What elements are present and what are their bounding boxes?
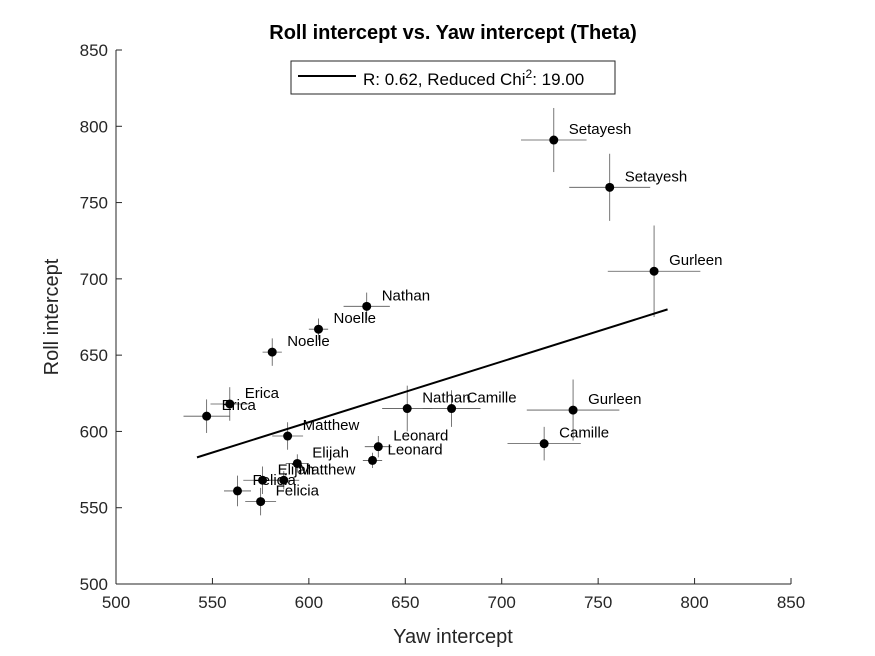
data-point bbox=[267, 347, 277, 357]
point-label: Nathan bbox=[422, 390, 470, 407]
point-label: Felicia bbox=[276, 483, 320, 500]
point-label: Matthew bbox=[303, 417, 360, 434]
data-point bbox=[649, 266, 659, 276]
data-point bbox=[568, 405, 578, 415]
point-label: Erica bbox=[222, 397, 257, 414]
point-label: Gurleen bbox=[588, 391, 641, 408]
axes: 500 550 600 650 700 750 800 850 500 550 600 650 700 7… bbox=[80, 41, 806, 612]
data-point bbox=[368, 455, 377, 465]
point-label: Gurleen bbox=[669, 252, 722, 269]
data-point bbox=[283, 431, 293, 441]
data-point bbox=[373, 442, 383, 452]
fit-line bbox=[196, 308, 668, 459]
x-axis-label: Yaw intercept bbox=[393, 626, 513, 648]
y-tick-label: 750 bbox=[80, 194, 108, 213]
data-points bbox=[202, 135, 659, 507]
y-tick-label: 600 bbox=[80, 422, 108, 441]
legend-text: R: 0.62, Reduced Chi2: 19.00 bbox=[363, 67, 584, 89]
data-point bbox=[258, 475, 268, 485]
legend-text-superscript: 2 bbox=[526, 67, 533, 81]
x-tick-label: 800 bbox=[680, 593, 708, 612]
data-point bbox=[447, 404, 457, 414]
x-tick-label: 600 bbox=[295, 593, 323, 612]
legend-text-tail: : 19.00 bbox=[532, 70, 584, 89]
point-label: Setayesh bbox=[625, 168, 688, 185]
point-label: Erica bbox=[245, 385, 280, 402]
point-label: Noelle bbox=[287, 333, 330, 350]
point-label: Felicia bbox=[253, 472, 297, 489]
data-point bbox=[292, 458, 302, 468]
data-point bbox=[605, 182, 615, 192]
y-tick-label: 700 bbox=[80, 270, 108, 289]
y-tick-label: 650 bbox=[80, 346, 108, 365]
data-point bbox=[279, 475, 289, 485]
point-label: Noelle bbox=[334, 310, 377, 327]
point-label: Leonard bbox=[388, 441, 443, 458]
data-point bbox=[202, 411, 212, 421]
point-label: Nathan bbox=[382, 287, 430, 304]
point-label: Elijah bbox=[312, 444, 349, 461]
point-label: Camille bbox=[467, 390, 517, 407]
x-tick-label: 850 bbox=[777, 593, 805, 612]
point-label: Leonard bbox=[393, 428, 448, 445]
data-point bbox=[233, 486, 242, 496]
point-label: Matthew bbox=[299, 461, 356, 478]
x-tick-label: 650 bbox=[391, 593, 419, 612]
point-label: Camille bbox=[559, 425, 609, 442]
data-point bbox=[402, 404, 412, 414]
legend-text-main: R: 0.62, Reduced Chi bbox=[363, 70, 526, 89]
data-point bbox=[314, 324, 323, 334]
x-tick-label: 550 bbox=[198, 593, 226, 612]
point-labels: Setayesh Setayesh Gurleen Nathan NoelleNoell… bbox=[222, 121, 723, 500]
y-axis-label: Roll intercept bbox=[41, 258, 63, 375]
point-label: Elijah bbox=[278, 461, 315, 478]
y-tick-label: 800 bbox=[80, 117, 108, 136]
x-tick-label: 750 bbox=[584, 593, 612, 612]
data-point bbox=[256, 497, 266, 507]
data-point bbox=[549, 135, 559, 145]
fit-line-group bbox=[196, 308, 668, 459]
x-tick-label: 700 bbox=[488, 593, 516, 612]
point-label: Setayesh bbox=[569, 121, 632, 138]
y-tick-label: 500 bbox=[80, 575, 108, 594]
legend-box bbox=[290, 60, 616, 95]
data-point bbox=[362, 301, 372, 311]
data-point bbox=[225, 399, 235, 409]
y-tick-label: 550 bbox=[80, 499, 108, 518]
data-point bbox=[539, 439, 549, 449]
x-tick-label: 500 bbox=[102, 593, 130, 612]
chart-title: Roll intercept vs. Yaw intercept (Theta) bbox=[269, 22, 637, 44]
legend: R: 0.62, Reduced Chi2: 19.00 bbox=[290, 60, 616, 95]
y-tick-label: 850 bbox=[80, 41, 108, 60]
